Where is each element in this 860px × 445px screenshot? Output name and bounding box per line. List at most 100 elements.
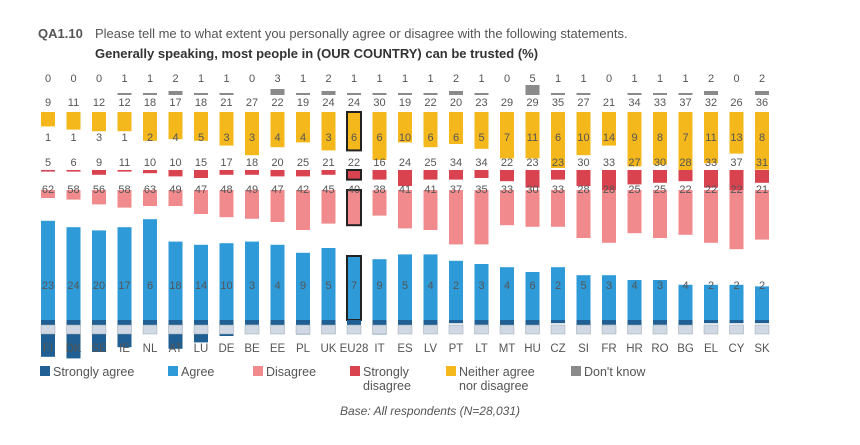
label-neither-nl: 18 — [144, 97, 156, 109]
label-disagree-es: 24 — [399, 157, 411, 169]
flag-cy-icon — [729, 324, 744, 335]
bar-neither-ro — [653, 112, 667, 165]
label-strongly-disagree-lv: 6 — [427, 132, 433, 144]
bar-strongly-disagree-sk — [755, 170, 769, 183]
label-disagree-dk: 6 — [70, 157, 76, 169]
bar-agree-hr — [627, 280, 642, 320]
label-agree-sk: 21 — [756, 184, 768, 196]
flag-bg-icon — [678, 324, 693, 335]
label-neither-uk: 24 — [322, 97, 334, 109]
label-dont-know-pl: 1 — [300, 73, 306, 85]
bar-neither-hu — [525, 112, 540, 159]
label-strongly-disagree-be: 3 — [249, 132, 255, 144]
bar-disagree-el — [704, 190, 718, 243]
bar-disagree-cy — [729, 190, 744, 250]
bar-disagree-uk — [321, 190, 336, 224]
label-strongly-agree-uk: 5 — [325, 280, 331, 292]
bar-dont-know-de — [219, 93, 234, 95]
bar-strongly-agree-lt — [474, 320, 489, 325]
flag-fr-icon — [601, 324, 617, 335]
label-strongly-disagree-sk: 8 — [759, 132, 765, 144]
category-label-cz: CZ — [550, 343, 565, 355]
label-agree-cz: 33 — [552, 184, 564, 196]
bar-neither-ie — [117, 112, 132, 132]
label-agree-bg: 22 — [679, 184, 691, 196]
label-agree-nl: 63 — [144, 184, 156, 196]
label-disagree-ie: 11 — [119, 157, 130, 169]
legend-swatch-agree — [168, 366, 178, 376]
label-disagree-hr: 27 — [628, 157, 640, 169]
label-strongly-disagree-hu: 11 — [527, 132, 538, 144]
category-label-it: IT — [374, 343, 384, 355]
bar-agree-nl — [143, 219, 157, 320]
label-neither-sk: 36 — [756, 97, 768, 109]
flag-ee-icon — [270, 324, 285, 335]
bar-agree-pl — [296, 252, 310, 320]
bar-disagree-ie — [117, 190, 132, 208]
label-disagree-lv: 25 — [424, 157, 436, 169]
bar-strongly-disagree-lt — [474, 170, 489, 178]
label-strongly-disagree-si: 10 — [577, 132, 589, 144]
category-label-sk: SK — [754, 343, 770, 355]
bar-strongly-disagree-uk — [321, 170, 336, 175]
label-disagree-uk: 21 — [322, 157, 334, 169]
bar-agree-cz — [551, 267, 565, 320]
label-agree-dk: 58 — [67, 184, 79, 196]
category-label-eu28: EU28 — [340, 343, 369, 355]
category-label-fi: FI — [43, 343, 53, 355]
bar-agree-mt — [500, 267, 514, 320]
legend-label-line-2: disagree — [363, 379, 411, 393]
bar-disagree-it — [372, 190, 387, 216]
label-dont-know-it: 1 — [376, 73, 382, 85]
label-agree-si: 28 — [577, 184, 589, 196]
label-strongly-disagree-pt: 6 — [453, 132, 459, 144]
label-dont-know-lu: 1 — [198, 73, 204, 85]
label-strongly-disagree-mt: 7 — [504, 132, 510, 144]
bar-strongly-agree-lv — [423, 320, 438, 327]
bar-dont-know-si — [576, 93, 591, 95]
bar-disagree-eu28 — [346, 189, 362, 227]
label-disagree-pt: 34 — [450, 157, 462, 169]
flag-ro-icon — [652, 324, 668, 335]
flag-hr-icon — [627, 324, 642, 335]
bar-disagree-dk — [66, 190, 81, 200]
category-label-lv: LV — [424, 343, 438, 355]
label-disagree-nl: 10 — [144, 157, 156, 169]
bar-neither-fr — [602, 112, 616, 146]
bar-strongly-agree-hr — [627, 320, 642, 327]
bar-neither-uk — [321, 112, 336, 151]
bar-agree-es — [398, 254, 412, 320]
label-dont-know-hr: 1 — [631, 73, 637, 85]
label-disagree-el: 33 — [705, 157, 717, 169]
label-strongly-disagree-at: 4 — [172, 132, 178, 144]
label-agree-uk: 45 — [322, 184, 334, 196]
label-strongly-agree-es: 5 — [402, 280, 408, 292]
bar-strongly-disagree-ie — [117, 170, 132, 172]
flag-pl-icon — [295, 324, 311, 335]
legend-swatch-disagree — [253, 366, 263, 376]
flag-pt-icon — [448, 324, 464, 335]
label-dont-know-cz: 1 — [555, 73, 561, 85]
label-dont-know-pt: 2 — [453, 73, 459, 85]
category-label-lt: LT — [475, 343, 488, 355]
label-agree-hu: 30 — [526, 184, 538, 196]
label-dont-know-hu: 5 — [529, 73, 535, 85]
label-dont-know-lv: 1 — [427, 73, 433, 85]
bar-agree-lv — [423, 254, 438, 320]
flag-de-icon — [219, 324, 234, 335]
label-neither-se: 12 — [93, 97, 105, 109]
label-strongly-agree-lt: 3 — [478, 280, 484, 292]
label-strongly-agree-it: 9 — [376, 280, 382, 292]
bar-agree-hu — [525, 272, 540, 320]
bar-dont-know-pl — [296, 93, 310, 95]
label-neither-de: 21 — [220, 97, 232, 109]
label-strongly-agree-at: 18 — [169, 280, 181, 292]
bar-agree-it — [372, 259, 387, 320]
bar-dont-know-pt — [449, 91, 463, 95]
bar-dont-know-it — [372, 93, 387, 95]
label-neither-el: 32 — [705, 97, 717, 109]
bar-disagree-pl — [296, 190, 310, 230]
category-label-lu: LU — [194, 343, 209, 355]
bar-neither-de — [219, 112, 234, 146]
label-strongly-agree-eu28: 7 — [351, 280, 357, 292]
